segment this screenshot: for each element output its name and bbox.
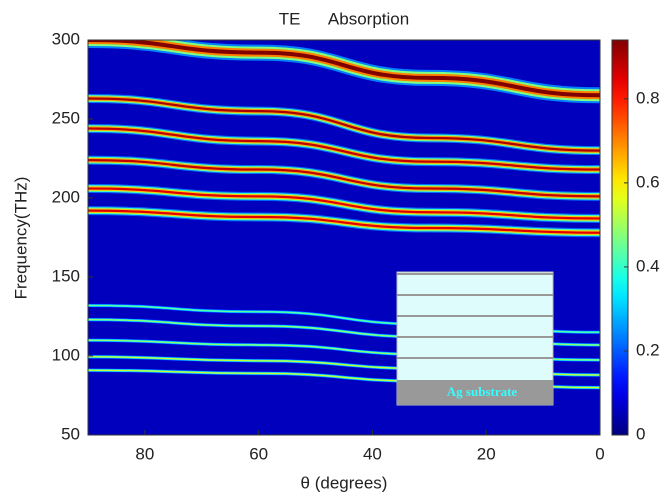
x-axis-label: θ (degrees) [301,473,388,492]
mode-band [88,209,600,234]
chart-title: TE Absorption [279,9,409,28]
substrate-label: Ag substrate [447,384,518,399]
mode-band [88,127,600,171]
y-axis-label: Frequency(THz) [11,177,30,300]
x-tick-label: 60 [249,444,268,463]
y-tick-label: 250 [52,108,80,127]
mode-band [88,158,600,198]
mode-band [88,187,600,220]
inset: Ag substrate [396,271,554,406]
plot-frame [87,39,601,436]
x-tick-label: 20 [477,444,496,463]
y-tick-label: 300 [52,29,80,48]
colorbar-tick-label: 0 [636,424,645,443]
colorbar-tick-label: 0.4 [636,256,660,275]
substrate [397,380,553,405]
x-tick-label: 80 [135,444,154,463]
x-tick-label: 0 [595,444,604,463]
colorbar [611,39,629,436]
y-tick-label: 100 [52,345,80,364]
colorbar-tick-label: 0.6 [636,172,660,191]
heatmap [88,40,600,435]
mode-band [88,40,600,98]
colorbar-tick-label: 0.8 [636,88,660,107]
y-tick-label: 150 [52,266,80,285]
y-tick-label: 200 [52,187,80,206]
colorbar-tick-label: 0.2 [636,340,660,359]
x-tick-label: 40 [363,444,382,463]
mode-band [88,97,600,152]
y-tick-label: 50 [61,424,80,443]
